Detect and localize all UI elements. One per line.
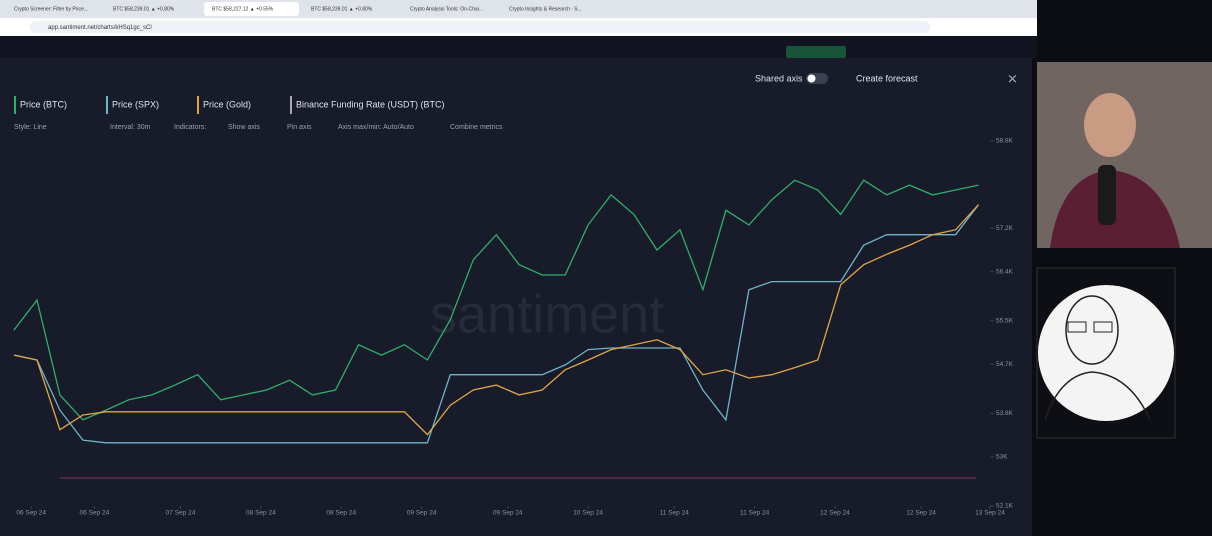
webcam-face [1084, 93, 1136, 157]
series-line [13, 204, 979, 436]
y-tick-label: 53.8K [996, 410, 1014, 417]
x-tick-label: 09 Sep 24 [407, 510, 437, 517]
tab-title: BTC $58,239.01 ▲ +0.80% [113, 6, 175, 12]
x-tick-label: 13 Sep 24 [975, 510, 1005, 517]
tab-title: BTC $58,239.01 ▲ +0.80% [311, 6, 373, 12]
x-tick-label: 08 Sep 24 [326, 510, 356, 517]
series-line [13, 179, 979, 421]
tab[interactable] [303, 2, 398, 16]
tab-title: BTC $58,227.12 ▲ +0.55% [212, 6, 274, 12]
url: app.santiment.net/charts/kHSq1gc_sCl [48, 25, 152, 31]
x-tick-label: 08 Sep 24 [246, 510, 276, 517]
webcam-mic [1098, 165, 1116, 225]
x-tick-label: 07 Sep 24 [166, 510, 196, 517]
setting[interactable]: Style: Line [14, 124, 47, 131]
toggle-knob [807, 74, 816, 83]
avatar-head [1065, 295, 1119, 365]
metric-marker [14, 96, 16, 114]
y-tick-label: 56.4K [996, 268, 1014, 275]
metric-tab[interactable]: Price (BTC) [20, 99, 67, 109]
avatar-glasses [1067, 321, 1087, 333]
app-header [0, 36, 1037, 58]
avatar-circle [1038, 285, 1174, 421]
metric-marker [106, 96, 108, 114]
tab[interactable] [501, 2, 596, 16]
share-button[interactable] [786, 46, 846, 58]
y-tick-label: 54.7K [996, 361, 1014, 368]
setting[interactable]: Show axis [228, 124, 260, 131]
setting[interactable]: Axis max/min: Auto/Auto [338, 124, 414, 131]
close-button[interactable]: ✕ [1007, 71, 1018, 86]
tab[interactable] [6, 2, 101, 16]
metric-tab[interactable]: Price (Gold) [203, 99, 251, 109]
series-line [13, 204, 980, 444]
setting[interactable]: Indicators: [174, 124, 206, 131]
x-tick-label: 10 Sep 24 [573, 510, 603, 517]
x-tick-label: 12 Sep 24 [906, 510, 936, 517]
x-tick-label: 11 Sep 24 [740, 510, 770, 517]
tab[interactable] [402, 2, 497, 16]
tab-title: Crypto Analysis Tools: On-Chai... [410, 6, 483, 12]
metric-tab[interactable]: Binance Funding Rate (USDT) (BTC) [296, 99, 445, 109]
url-field[interactable] [30, 21, 930, 33]
x-tick-label: 06 Sep 24 [16, 510, 46, 517]
avatar-glasses [1093, 321, 1113, 333]
metric-marker [290, 96, 292, 114]
y-tick-label: 58.8K [996, 138, 1014, 145]
chart-modal [0, 58, 1032, 536]
tab-title: Crypto Insights & Research · S... [509, 6, 582, 12]
x-tick-label: 11 Sep 24 [660, 510, 690, 517]
shared-axis-label: Shared axis [755, 73, 803, 83]
y-tick-label: 57.2K [996, 225, 1014, 232]
tab-title: Crypto Screener: Filter by Price... [14, 6, 88, 12]
create-forecast[interactable]: Create forecast [856, 73, 918, 83]
watermark: santiment [430, 284, 664, 344]
x-tick-label: 12 Sep 24 [820, 510, 850, 517]
avatar-body [1044, 371, 1151, 421]
y-tick-label: 55.5K [996, 317, 1014, 324]
y-tick-label: 53K [996, 454, 1008, 461]
x-tick-label: 06 Sep 24 [80, 510, 110, 517]
setting[interactable]: Combine metrics [450, 124, 503, 131]
setting[interactable]: Pin axis [287, 124, 312, 131]
y-tick-label: 52.1K [996, 503, 1014, 510]
setting[interactable]: Interval: 30m [110, 124, 151, 131]
tab[interactable] [105, 2, 200, 16]
metric-marker [197, 96, 199, 114]
x-tick-label: 09 Sep 24 [493, 510, 523, 517]
tab[interactable] [204, 2, 299, 16]
metric-tab[interactable]: Price (SPX) [112, 99, 159, 109]
